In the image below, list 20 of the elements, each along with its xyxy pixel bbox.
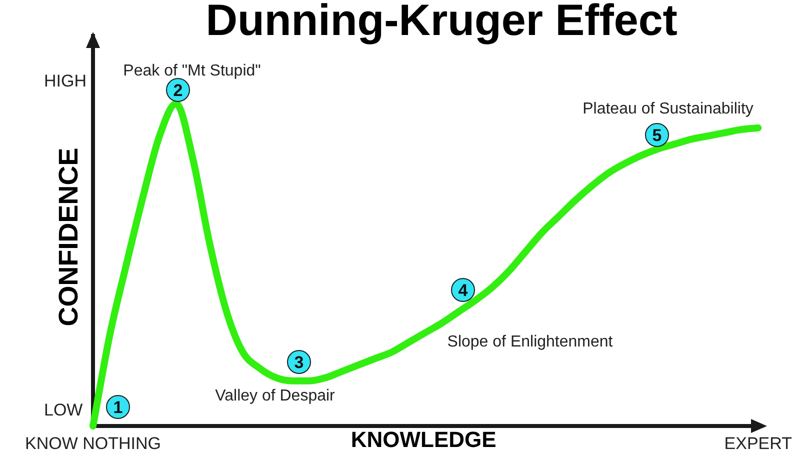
chart-title: Dunning-Kruger Effect (206, 0, 678, 46)
circle-badge: 1 (106, 395, 130, 419)
text: LOW (44, 400, 83, 420)
annotation: 5 (652, 126, 662, 144)
x-tick-label: EXPERT (724, 434, 792, 450)
annotation: Valley of Despair (215, 387, 336, 404)
text: Peak of "Mt Stupid" (123, 62, 261, 80)
circle-badge: 4 (451, 278, 475, 302)
circle-badge: 2 (166, 78, 190, 102)
annotation: Plateau of Sustainability (582, 100, 754, 118)
annotation: 1 (113, 398, 123, 416)
circle-badge: 5 (645, 123, 669, 147)
x-axis-title: KNOWLEDGE (350, 427, 496, 450)
annotation: 4 (458, 280, 468, 300)
annotation: Slope of Enlightenment (447, 333, 614, 350)
text: HIGH (44, 72, 86, 91)
y-axis-title: CONFIDENCE (53, 148, 84, 326)
circle-badge: 3 (287, 350, 311, 374)
x-tick-label: KNOW NOTHING (25, 434, 161, 450)
annotation: 3 (294, 352, 304, 372)
